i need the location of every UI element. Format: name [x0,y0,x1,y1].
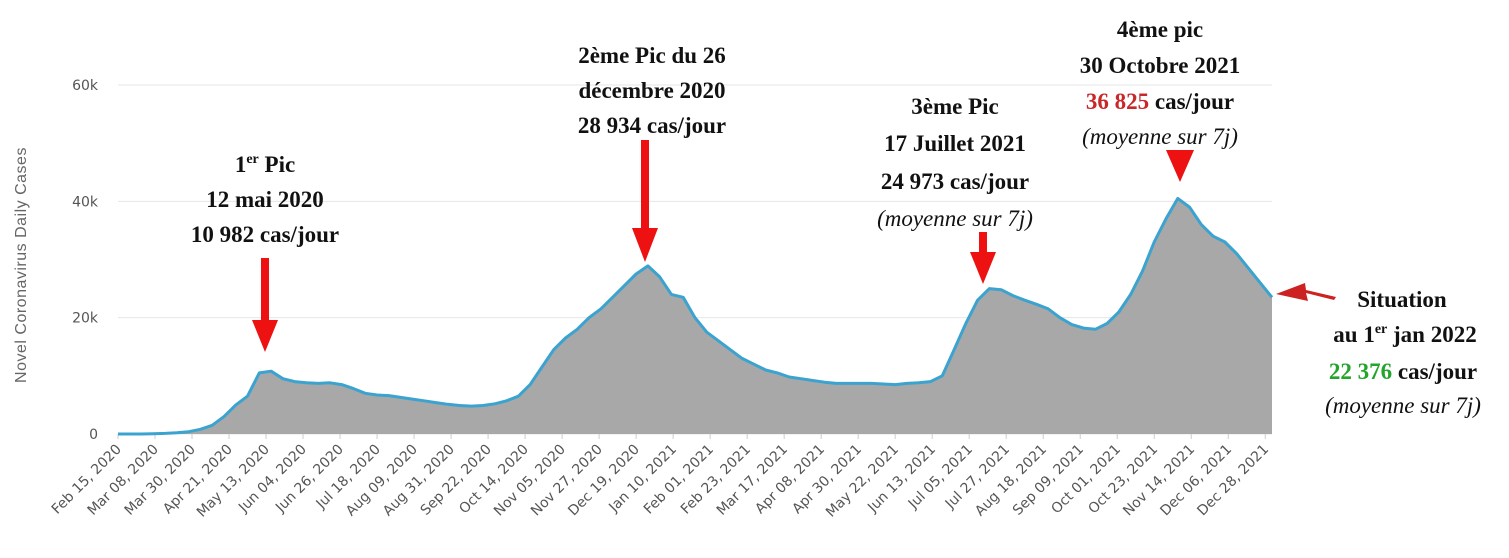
annotation: 3ème Pic [911,94,998,119]
annotation: 30 Octobre 2021 [1080,53,1241,78]
arrow [632,228,658,262]
annotation: 10 982 cas/jour [191,222,339,247]
annotation: au 1er jan 2022 [1333,322,1476,347]
annotation: 12 mai 2020 [206,187,324,212]
average-line [118,196,1274,436]
annotation: (moyenne sur 7j) [1082,124,1238,149]
annotation: 22 376 cas/jour [1329,359,1477,384]
annotation: 2ème Pic du 26 [578,43,726,68]
annotation: (moyenne sur 7j) [1325,393,1481,418]
arrows [252,140,1336,352]
annotation: (moyenne sur 7j) [877,206,1033,231]
annotation: 17 Juillet 2021 [884,131,1026,156]
annotation: Situation [1357,287,1447,312]
y-tick-label: 20k [72,311,99,327]
y-tick-label: 60k [72,78,99,94]
annotation: 24 973 cas/jour [881,169,1029,194]
arrow [1276,283,1336,301]
arrow [252,320,278,352]
arrow [1166,150,1194,182]
arrow [979,232,987,254]
y-tick-label: 40k [72,194,99,210]
annotation: 36 825 cas/jour [1086,89,1234,114]
annotation: décembre 2020 [578,78,725,103]
y-axis-label: Novel Coronavirus Daily Cases [13,147,30,383]
arrow [641,140,649,230]
arrow [261,258,269,323]
daily-cases-area [118,198,1272,434]
annotation: 28 934 cas/jour [578,113,726,138]
annotation: 4ème pic [1117,17,1203,42]
arrow [970,252,996,284]
y-tick-label: 0 [89,427,98,443]
annotation: 1er Pic [235,152,295,177]
